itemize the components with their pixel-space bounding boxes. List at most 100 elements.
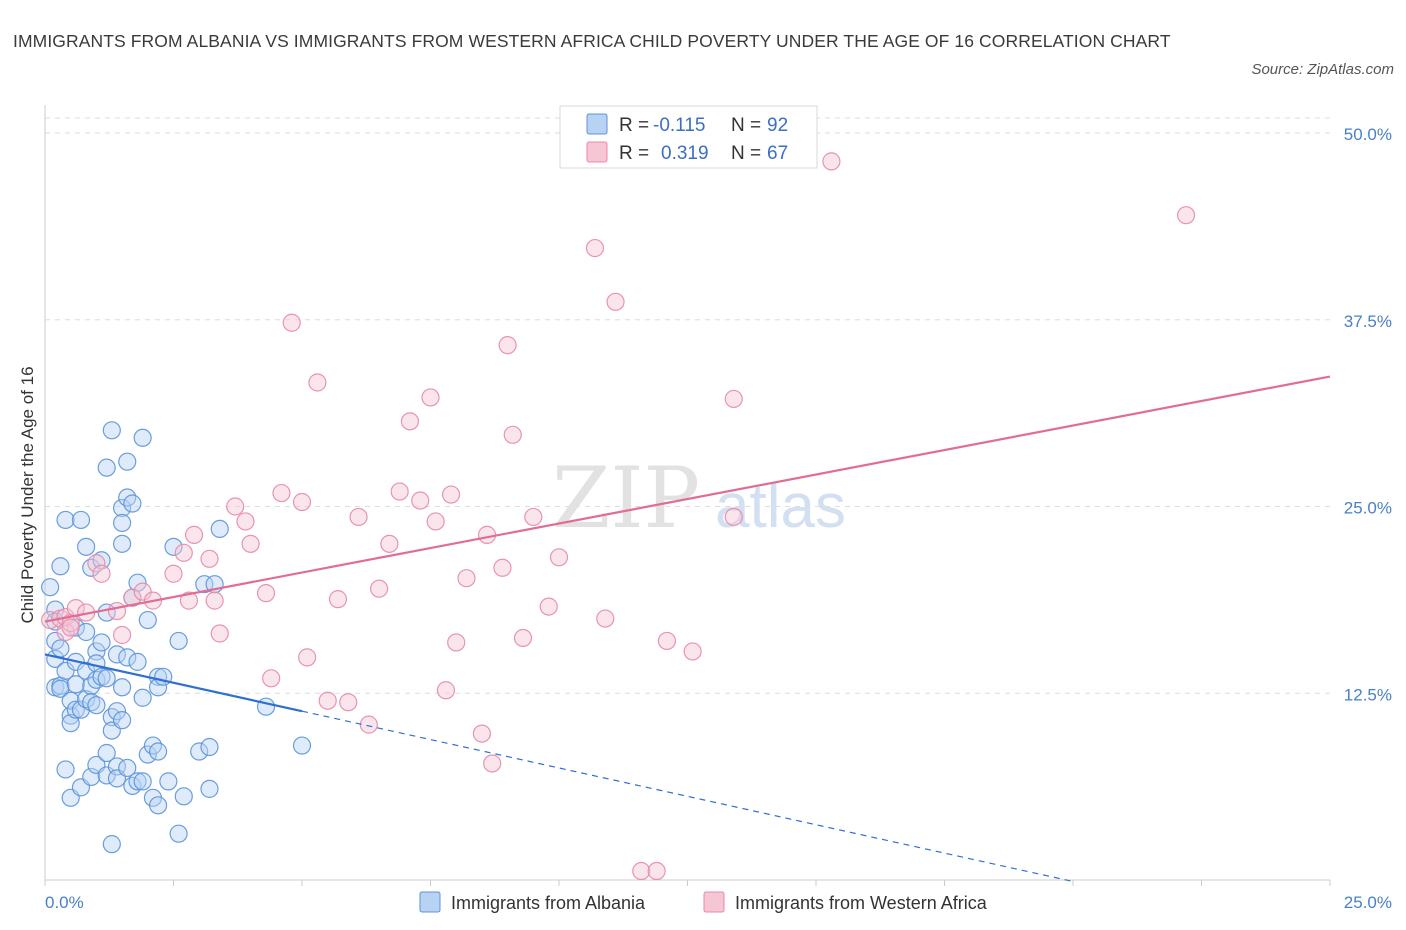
western-africa-point-26 [262,669,281,688]
bottom-legend: Immigrants from Albania Immigrants from … [419,891,988,913]
western-africa-point-17 [179,591,199,610]
albania-point-29 [82,693,101,712]
albania-point-67 [128,772,147,791]
y-tick-label-1: 25.0% [1344,499,1392,518]
series-western-africa-points [41,152,1196,881]
albania-point-53 [112,498,132,518]
albania-point-70 [133,772,152,791]
western-africa-point-13 [133,582,152,601]
western-africa-point-31 [308,373,327,392]
trend-line-western-africa [44,375,1331,623]
western-africa-point-48 [472,724,491,743]
western-africa-point-8 [87,554,106,573]
albania-point-43 [97,743,116,763]
western-africa-point-38 [380,534,399,553]
western-africa-point-44 [436,681,456,700]
western-africa-point-43 [426,512,445,531]
western-africa-point-16 [174,543,193,562]
albania-point-52 [107,645,127,664]
albania-point-77 [148,742,168,761]
albania-point-55 [112,534,132,553]
albania-point-54 [112,513,132,533]
legend-r-value-albania: -0.115 [653,115,705,136]
albania-point-71 [138,610,157,630]
western-africa-point-49 [477,525,497,544]
western-africa-point-37 [370,579,389,598]
albania-point-90 [210,519,229,539]
albania-point-42 [97,669,116,688]
albania-point-15 [61,691,80,710]
legend-r-label-albania: R = [619,115,649,136]
western-africa-point-36 [359,715,378,734]
western-africa-point-34 [339,693,358,712]
albania-point-66 [128,652,147,671]
western-africa-point-24 [241,534,260,553]
legend-r-label-western-africa: R = [619,143,649,164]
albania-point-78 [148,796,168,815]
legend-swatch-western-africa [586,141,608,163]
western-africa-point-64 [683,642,702,661]
albania-point-83 [169,824,188,843]
western-africa-point-30 [298,648,317,667]
western-africa-point-60 [606,292,625,311]
albania-point-44 [97,766,116,785]
western-africa-point-59 [596,609,615,628]
albania-point-86 [195,575,214,594]
albania-point-11 [56,661,75,680]
western-africa-point-35 [349,507,368,527]
western-africa-point-61 [632,861,651,881]
albania-point-48 [102,835,121,854]
western-africa-point-45 [441,485,461,504]
legend-r-value-western-africa: 0.319 [661,143,709,164]
albania-point-8 [51,557,70,576]
western-africa-point-33 [328,590,348,609]
axes [44,105,1331,886]
y-tick-label-0: 12.5% [1344,685,1392,704]
legend-n-label-western-africa: N = [731,143,761,164]
western-africa-point-68 [1176,206,1196,225]
western-africa-point-42 [421,388,440,407]
trend-lines [44,375,1331,883]
albania-point-37 [92,551,111,570]
western-africa-point-46 [447,633,466,652]
chart-source: Source: ZipAtlas.com [1251,61,1394,78]
western-africa-point-54 [513,628,533,648]
western-africa-point-22 [226,497,245,516]
legend-n-value-western-africa: 67 [767,143,788,164]
albania-point-80 [159,772,178,791]
western-africa-point-32 [318,691,337,710]
western-africa-point-52 [498,336,517,355]
albania-point-87 [200,737,219,757]
western-africa-point-5 [61,618,80,637]
albania-point-30 [82,767,101,787]
western-africa-point-41 [411,491,430,510]
western-africa-point-20 [205,591,224,610]
stats-legend: R = -0.115 N = 92 R = 0.319 N = 67 [559,105,818,169]
western-africa-point-55 [524,507,543,527]
albania-point-56 [112,678,132,697]
bottom-legend-swatch-albania [419,891,441,913]
gridlines [45,117,1330,694]
western-africa-point-29 [292,492,312,512]
albania-point-21 [71,510,91,530]
y-tick-label-3: 50.0% [1344,125,1392,144]
x-tick-labels: 0.0% 25.0% [45,893,1392,912]
albania-point-73 [143,736,163,755]
western-africa-point-65 [724,507,743,527]
albania-point-27 [77,690,96,709]
y-axis-label: Child Poverty Under the Age of 16 [18,366,37,623]
albania-point-6 [51,639,70,658]
series-albania-points [41,421,312,854]
legend-n-value-albania: 92 [767,115,788,136]
albania-point-62 [123,494,142,513]
western-africa-point-28 [282,313,301,332]
western-africa-point-62 [647,861,666,881]
albania-point-68 [133,428,152,447]
western-africa-point-10 [107,601,127,621]
albania-point-40 [97,458,116,477]
western-africa-point-40 [400,412,420,431]
albania-point-85 [190,742,209,761]
y-tick-labels: 12.5% 25.0% 37.5% 50.0% [1344,125,1392,704]
western-africa-point-57 [549,548,569,567]
